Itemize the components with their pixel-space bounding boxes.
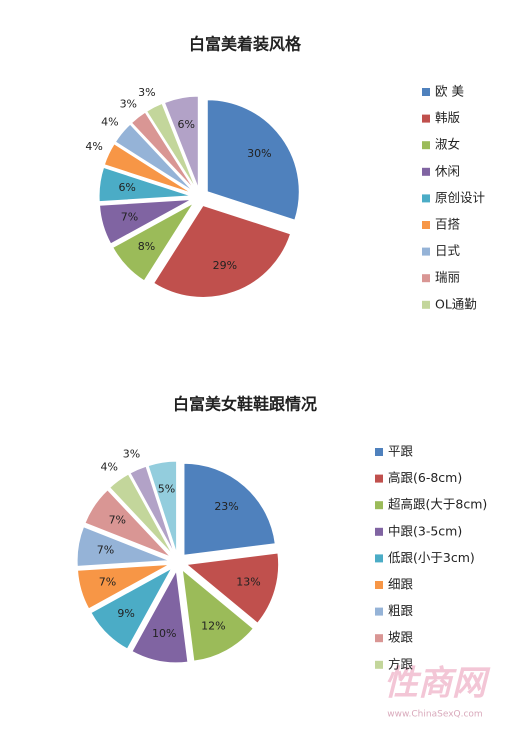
legend-label: 方跟 [388, 656, 414, 671]
data-label: 4% [101, 460, 118, 473]
legend-label: 韩版 [435, 110, 461, 125]
data-label: 12% [201, 619, 225, 632]
data-label: 6% [118, 181, 135, 194]
chart-title: 白富美女鞋鞋跟情况 [173, 395, 317, 414]
legend-label: 粗跟 [388, 603, 414, 618]
data-label: 7% [97, 544, 114, 557]
pie-slice [131, 569, 189, 664]
pie-slice [76, 526, 170, 567]
legend-swatch [422, 114, 430, 123]
data-label: 3% [123, 448, 140, 461]
data-label: 3% [120, 98, 137, 111]
data-label: 7% [121, 210, 138, 223]
legend-swatch [375, 660, 383, 669]
pie-slice [109, 473, 174, 556]
watermark-logo: 性商网 [384, 664, 491, 704]
legend-label: 休闲 [435, 163, 460, 178]
data-label: 7% [109, 514, 126, 527]
pie-slice [129, 465, 175, 554]
legend-label: 瑞丽 [435, 270, 460, 285]
pie-slice [114, 123, 194, 192]
pie-slice [98, 166, 192, 203]
data-label: 30% [247, 147, 271, 160]
pie-slice [153, 204, 292, 298]
legend-swatch [422, 88, 430, 96]
legend-swatch [375, 448, 383, 456]
data-label: 4% [101, 115, 118, 128]
pie-slice [145, 102, 197, 190]
data-label: 23% [214, 500, 238, 513]
legend-swatch [422, 167, 430, 176]
legend-swatch [422, 274, 430, 283]
legend-swatch [422, 300, 430, 309]
pie-slice [183, 462, 276, 556]
legend-label: 坡跟 [388, 630, 414, 645]
legend-label: 中跟(3-5cm) [388, 523, 462, 538]
data-label: 8% [138, 240, 155, 253]
legend-swatch [375, 474, 383, 483]
pie-slice [99, 199, 192, 245]
legend-label: 细跟 [388, 577, 414, 592]
pie-slice [103, 143, 193, 194]
legend-swatch [422, 194, 430, 203]
legend-swatch [375, 634, 383, 643]
pie-slice [90, 567, 173, 650]
legend-swatch [422, 247, 430, 256]
pie-slice [147, 460, 178, 554]
data-label: 9% [117, 607, 134, 620]
legend-label: 欧 美 [435, 84, 464, 99]
pie-slice [206, 99, 300, 221]
data-label: 7% [99, 575, 116, 588]
legend-swatch [422, 141, 430, 150]
pie-slice [181, 568, 254, 662]
legend-label: OL通勤 [435, 296, 477, 311]
legend-label: 日式 [435, 243, 461, 258]
pie-slice [163, 95, 199, 189]
legend-label: 原创设计 [435, 190, 485, 205]
pie-slice [185, 552, 280, 624]
legend-swatch [375, 607, 383, 616]
legend-label: 超高跟(大于8cm) [388, 497, 487, 512]
legend-label: 平跟 [388, 444, 414, 459]
data-label: 29% [213, 259, 237, 272]
data-label: 6% [178, 118, 195, 131]
legend-swatch [375, 501, 383, 510]
pie-slice [112, 202, 194, 282]
pie-slice [130, 111, 195, 191]
legend-label: 低跟(小于3cm) [388, 550, 475, 565]
data-label: 5% [158, 483, 175, 496]
data-label: 4% [85, 140, 102, 153]
data-label: 13% [236, 575, 260, 588]
legend-label: 高跟(6-8cm) [388, 470, 462, 485]
pie-slice [77, 564, 170, 610]
legend-label: 百搭 [435, 217, 461, 232]
chart-title: 白富美着装风格 [189, 35, 302, 54]
data-label: 10% [152, 627, 176, 640]
data-label: 3% [138, 86, 155, 99]
legend-swatch [375, 527, 383, 536]
legend-swatch [375, 581, 383, 589]
pie-slice [84, 489, 171, 558]
legend-swatch [375, 554, 383, 563]
legend-label: 淑女 [435, 137, 460, 152]
watermark-url: www.ChinaSexQ.com [387, 710, 482, 720]
legend-swatch [422, 221, 430, 229]
